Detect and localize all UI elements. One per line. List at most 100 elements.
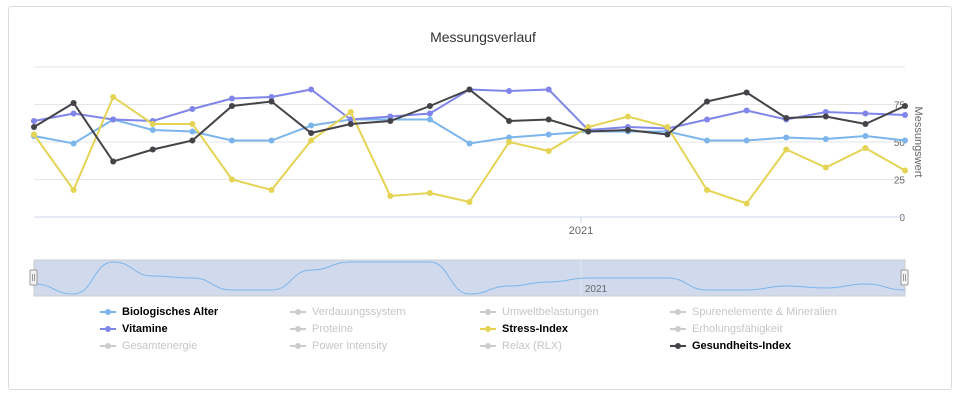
data-point[interactable] [585,124,592,130]
legend-item[interactable]: Vitamine [100,321,290,336]
data-point[interactable] [426,116,433,123]
data-point[interactable] [70,110,77,117]
data-point[interactable] [268,98,275,105]
data-point[interactable] [268,94,275,100]
data-point[interactable] [31,118,37,124]
data-point[interactable] [110,116,117,123]
data-point[interactable] [149,121,156,127]
data-point[interactable] [545,148,552,154]
data-point[interactable] [902,112,908,118]
data-point[interactable] [704,187,711,193]
data-point[interactable] [822,113,829,120]
navigator[interactable]: 2021 [29,259,909,297]
data-point[interactable] [545,86,552,93]
data-point[interactable] [743,200,750,207]
series-6[interactable] [31,94,908,207]
data-point[interactable] [228,176,235,183]
data-point[interactable] [387,118,394,124]
legend-item[interactable]: Stress-Index [480,321,670,336]
series-4[interactable] [31,86,908,134]
data-point[interactable] [426,110,433,117]
data-point[interactable] [189,137,196,144]
data-point[interactable] [70,100,77,106]
data-point[interactable] [862,110,869,117]
data-point[interactable] [783,115,790,121]
data-point[interactable] [902,137,908,144]
series-11[interactable] [31,86,908,165]
data-point[interactable] [664,131,671,138]
data-point[interactable] [308,122,315,129]
legend-item[interactable]: Proteine [290,321,480,336]
data-point[interactable] [902,167,908,174]
legend-item[interactable]: Gesamtenergie [100,338,290,353]
data-point[interactable] [308,130,315,136]
data-point[interactable] [110,94,117,100]
legend-item[interactable]: Biologisches Alter [100,304,290,319]
data-point[interactable] [822,164,829,171]
data-point[interactable] [545,131,552,138]
legend-item[interactable]: Spurenelemente & Mineralien [670,304,890,319]
data-point[interactable] [545,116,552,123]
data-point[interactable] [308,137,315,144]
data-point[interactable] [822,109,829,115]
data-point[interactable] [743,107,750,114]
data-point[interactable] [308,86,315,93]
data-point[interactable] [822,136,829,142]
data-point[interactable] [189,121,196,127]
navigator-handle-right[interactable] [900,269,909,286]
data-point[interactable] [228,137,235,144]
data-point[interactable] [426,103,433,109]
data-point[interactable] [624,113,631,120]
data-point[interactable] [110,158,117,165]
data-point[interactable] [664,124,671,130]
data-point[interactable] [149,127,156,133]
data-point[interactable] [228,103,235,109]
legend-item[interactable]: Gesundheits-Index [670,338,890,353]
data-point[interactable] [704,137,711,144]
data-point[interactable] [783,146,790,153]
legend-item[interactable]: Verdauungssystem [290,304,480,319]
data-point[interactable] [506,118,513,124]
data-point[interactable] [624,127,631,133]
data-point[interactable] [862,133,869,139]
data-point[interactable] [31,131,37,138]
data-point[interactable] [268,187,275,193]
data-point[interactable] [783,134,790,141]
legend-item[interactable]: Umweltbelastungen [480,304,670,319]
data-point[interactable] [704,116,711,123]
data-point[interactable] [189,106,196,112]
data-point[interactable] [862,145,869,151]
data-point[interactable] [506,139,513,145]
data-point[interactable] [466,86,473,93]
data-point[interactable] [466,199,473,205]
data-point[interactable] [506,88,513,94]
data-point[interactable] [466,140,473,147]
data-point[interactable] [506,134,513,141]
data-point[interactable] [387,193,394,199]
data-point[interactable] [743,137,750,144]
legend-item[interactable]: Relax (RLX) [480,338,670,353]
data-point[interactable] [387,113,394,120]
legend-item[interactable]: Erholungsfähigkeit [670,321,890,336]
data-point[interactable] [347,116,354,123]
data-point[interactable] [426,190,433,196]
data-point[interactable] [70,140,77,147]
data-point[interactable] [585,128,592,135]
data-point[interactable] [189,128,196,135]
data-point[interactable] [70,187,77,193]
data-point[interactable] [743,89,750,96]
legend-item[interactable]: Power Intensity [290,338,480,353]
series-0[interactable] [31,116,908,147]
data-point[interactable] [31,124,37,130]
data-point[interactable] [228,95,235,102]
data-point[interactable] [347,121,354,127]
navigator-selection[interactable] [33,259,906,297]
data-point[interactable] [704,98,711,105]
data-point[interactable] [347,109,354,115]
data-point[interactable] [268,137,275,144]
data-point[interactable] [862,121,869,127]
data-point[interactable] [902,103,908,109]
legend-marker [480,341,496,351]
data-point[interactable] [149,146,156,153]
navigator-handle-left[interactable] [29,269,38,286]
